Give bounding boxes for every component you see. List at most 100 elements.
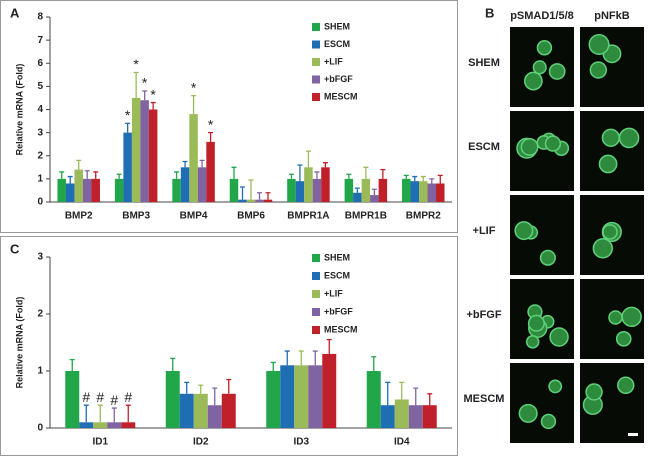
error-bar [427,393,433,406]
y-tick-label: 3 [37,252,43,263]
error-bar [93,171,99,179]
cell [539,249,556,266]
bar [131,97,141,202]
bar [79,422,94,428]
bar [294,365,309,428]
bar [65,183,75,202]
cell [527,314,545,332]
legend-label: +bFGF [324,74,353,84]
error-bar [97,404,103,423]
row-label: +bFGF [466,309,501,321]
y-tick-label: 0 [37,423,43,434]
y-tick-label: 3 [37,127,43,138]
error-bar [288,173,294,179]
error-bar [297,164,303,182]
y-tick-label: 8 [37,12,43,23]
bar [165,371,180,428]
error-bar [84,170,90,179]
error-bar [380,168,386,179]
y-tick-label: 0 [37,197,43,208]
bar [93,422,108,428]
significance-mark: * [133,56,139,72]
bar [193,393,208,428]
x-tick-label: ID1 [92,437,108,448]
error-bar [399,381,405,400]
error-bar [305,150,311,168]
bar [436,183,445,202]
error-bar [371,356,377,371]
legend-swatch [312,272,320,280]
micrograph [510,363,574,443]
bar [255,199,264,202]
error-bar [142,90,148,101]
cell [585,383,603,401]
y-axis-label: Relative mRNA (Fold) [14,297,24,389]
y-tick-label: 1 [37,174,43,185]
bar [394,399,409,428]
significance-mark: * [125,107,131,123]
cell [544,135,562,152]
bar [140,100,149,202]
error-bar [199,159,205,168]
cell [618,127,640,149]
bar [238,199,247,202]
column-header: pSMAD1/5/8 [510,10,574,22]
x-tick-label: BMP3 [122,211,150,222]
y-tick-label: 2 [37,309,43,320]
y-tick-label: 6 [37,58,43,69]
bar [353,192,362,202]
bar [410,181,420,202]
significance-mark: # [96,389,104,405]
error-bar [270,361,276,371]
error-bar [420,175,426,182]
legend-swatch [312,58,320,66]
y-tick-label: 4 [37,104,43,115]
cell [592,238,613,259]
row-label: +LIF [473,225,496,237]
x-tick-label: BMPR2 [406,211,441,222]
micrograph [580,111,644,191]
error-bar [83,404,89,423]
error-bar [125,404,131,423]
x-tick-label: ID3 [293,437,309,448]
bar [321,167,330,202]
y-tick-label: 2 [37,150,43,161]
significance-mark: * [208,116,214,132]
x-tick-label: ID2 [193,437,209,448]
x-tick-label: ID4 [394,437,410,448]
significance-mark: * [142,75,148,91]
cell [589,61,608,79]
bar [422,405,437,428]
bar [179,393,194,428]
error-bar [354,187,360,193]
bar [308,365,323,428]
bar [287,178,296,202]
cell [602,224,618,240]
x-tick-label: BMPR1A [287,211,329,222]
error-bar [412,175,418,182]
error-bar [198,384,204,394]
bar [380,405,395,428]
error-bar [265,192,271,200]
bar [65,371,80,428]
legend-label: MESCM [324,91,358,101]
bar [370,195,379,202]
legend-swatch [312,308,320,316]
error-bar [240,186,245,200]
y-tick-label: 5 [37,81,43,92]
error-bar [437,174,443,184]
error-bar [116,173,122,179]
error-bar [182,160,188,168]
row-label: ESCM [468,141,500,153]
bar [74,169,83,202]
error-bar [170,357,176,371]
bar [366,371,381,428]
cell [549,327,569,347]
y-tick-label: 1 [37,366,43,377]
legend-label: +LIF [324,56,343,66]
micrograph [580,27,644,107]
bar [123,132,132,202]
legend-swatch [312,23,320,31]
x-tick-label: BMP4 [180,211,208,222]
